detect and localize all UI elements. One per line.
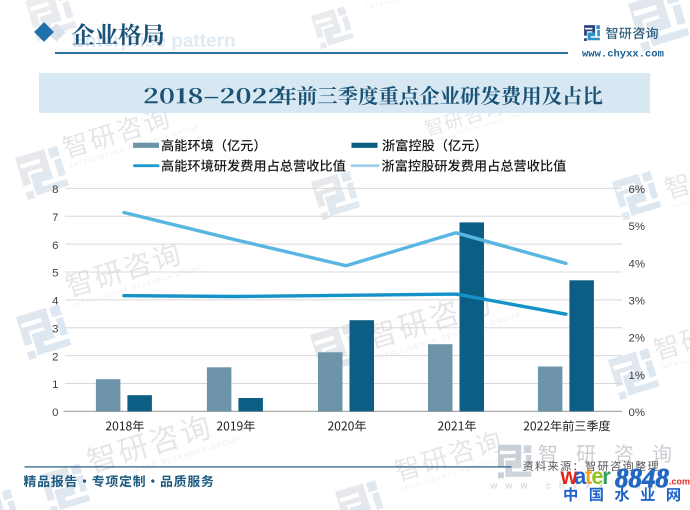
svg-text:3%: 3% bbox=[629, 296, 645, 308]
svg-text:7: 7 bbox=[52, 212, 58, 224]
svg-text:1%: 1% bbox=[629, 370, 645, 382]
svg-text:3: 3 bbox=[52, 323, 58, 335]
svg-text:5: 5 bbox=[52, 268, 58, 280]
svg-text:2: 2 bbox=[52, 351, 58, 363]
svg-text:r: r bbox=[602, 463, 611, 489]
svg-text:2%: 2% bbox=[629, 333, 645, 345]
svg-text:.com: .com bbox=[669, 477, 690, 487]
svg-text:8: 8 bbox=[52, 184, 58, 196]
svg-text:1: 1 bbox=[52, 379, 58, 391]
svg-text:w: w bbox=[560, 463, 579, 489]
svg-text:5%: 5% bbox=[629, 221, 645, 233]
svg-text:0: 0 bbox=[52, 407, 58, 419]
svg-text:0%: 0% bbox=[629, 407, 645, 419]
svg-text:8848: 8848 bbox=[615, 463, 670, 493]
svg-text:6: 6 bbox=[52, 240, 58, 252]
svg-text:4%: 4% bbox=[629, 258, 645, 270]
svg-text:6%: 6% bbox=[629, 184, 645, 196]
svg-text:t: t bbox=[585, 463, 593, 489]
svg-text:www.chyxx.com: www.chyxx.com bbox=[490, 481, 665, 492]
svg-text:4: 4 bbox=[52, 296, 58, 308]
svg-text:a: a bbox=[574, 463, 587, 489]
svg-text:e: e bbox=[591, 463, 603, 489]
svg-text:www.chyxx.com: www.chyxx.com bbox=[582, 48, 664, 60]
